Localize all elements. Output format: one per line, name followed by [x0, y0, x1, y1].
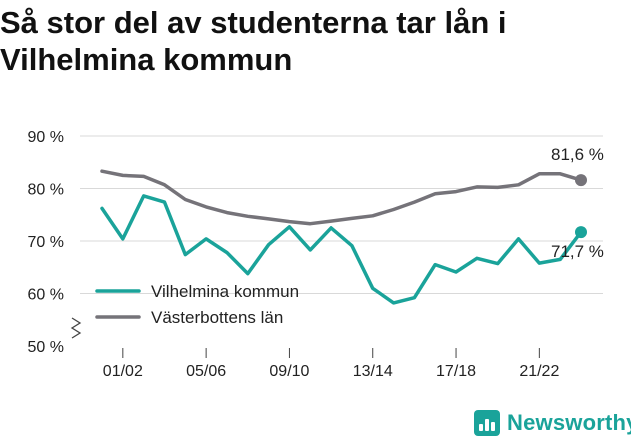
y-tick-label: 50 % — [28, 339, 64, 356]
gridlines — [80, 135, 603, 294]
legend: Vilhelmina kommun Västerbottens län — [95, 282, 299, 327]
x-tick-label: 09/10 — [269, 363, 309, 380]
series-end-label: 81,6 % — [551, 145, 604, 164]
legend-label: Vilhelmina kommun — [151, 282, 299, 301]
y-axis-ticks: 50 % 60 % 70 % 80 % 90 % — [28, 129, 64, 356]
series-end-point — [575, 174, 587, 187]
x-tick-label: 01/02 — [103, 363, 143, 380]
y-tick-label: 80 % — [28, 182, 64, 199]
x-tick-label: 17/18 — [436, 363, 476, 380]
y-tick-label: 90 % — [28, 129, 64, 146]
axis-break-zigzag — [70, 317, 82, 339]
newsworthy-logo-icon — [474, 410, 500, 436]
x-tick-label: 05/06 — [186, 363, 226, 380]
brand-name: Newsworthy — [507, 410, 631, 435]
series-end-point — [575, 226, 587, 239]
series-lines: 71,7 % 81,6 % — [100, 145, 604, 305]
brand-logo: Newsworthy — [474, 409, 631, 437]
x-tick-label: 13/14 — [353, 363, 393, 380]
series-line — [100, 169, 583, 226]
series-line — [100, 194, 583, 305]
x-axis-ticks: 01/02 05/06 09/10 13/14 17/18 21/22 — [103, 348, 559, 380]
y-tick-label: 60 % — [28, 287, 64, 304]
x-tick-label: 21/22 — [519, 363, 559, 380]
y-tick-label: 70 % — [28, 234, 64, 251]
legend-label: Västerbottens län — [151, 308, 283, 327]
y-axis-break-icon — [70, 317, 82, 339]
series-end-label: 71,7 % — [551, 242, 604, 261]
chart-title: Så stor del av studenterna tar lån i Vil… — [0, 5, 507, 77]
